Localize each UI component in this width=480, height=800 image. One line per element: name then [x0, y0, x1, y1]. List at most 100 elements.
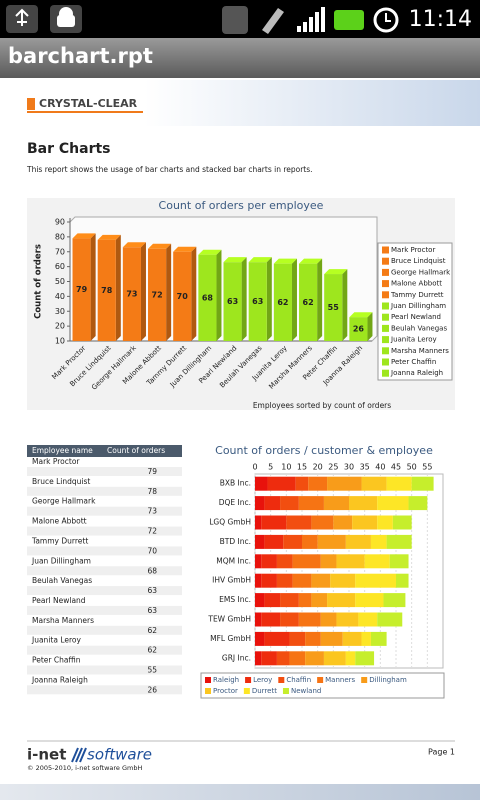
x-tick-label: 5	[268, 463, 273, 472]
x-tick-label: 25	[328, 463, 338, 472]
bar-top	[173, 246, 197, 252]
value-label: 70	[177, 292, 189, 301]
bar-segment	[411, 476, 434, 491]
legend-label: Beulah Vanegas	[391, 324, 447, 332]
legend-swatch	[382, 246, 389, 254]
bar-segment	[355, 593, 384, 608]
x-tick-label: 50	[407, 463, 417, 472]
bar-segment	[276, 651, 290, 666]
legend-swatch	[243, 688, 250, 694]
bar-segment	[264, 534, 284, 549]
y-tick-label: 80	[55, 232, 65, 241]
bar-segment	[280, 496, 299, 511]
legend-label: Durrett	[252, 687, 277, 695]
bar-top	[273, 258, 297, 264]
value-label: 73	[126, 290, 137, 299]
legend-swatch	[317, 677, 324, 683]
cell-count: 68	[147, 566, 157, 575]
bar-segment	[286, 515, 312, 530]
bar-segment	[389, 554, 409, 569]
y-tick-label: 90	[55, 218, 65, 227]
bar-segment	[261, 515, 287, 530]
value-label: 63	[252, 297, 263, 306]
legend-label: George Hallmark	[391, 268, 451, 276]
bar-segment	[261, 651, 277, 666]
bar-segment	[355, 651, 375, 666]
bar	[223, 262, 242, 341]
row-band	[27, 605, 182, 615]
cell-name: Beulah Vanegas	[32, 576, 92, 585]
bar	[72, 238, 91, 341]
bar-segment	[264, 631, 290, 646]
bar-side	[266, 257, 272, 341]
bar-segment	[276, 573, 293, 588]
x-tick-label: 0	[252, 463, 257, 472]
legend-label: Raleigh	[213, 676, 239, 684]
bar-segment	[392, 515, 412, 530]
page-number: Page 1	[428, 748, 455, 757]
row-band	[27, 526, 182, 536]
bar-segment	[308, 476, 328, 491]
y-tick-label: 10	[55, 337, 65, 346]
copyright: © 2005-2010, i-net software GmbH	[27, 764, 142, 772]
legend-label: Juan Dillingham	[390, 302, 446, 310]
bar-top	[248, 257, 272, 263]
legend-swatch	[382, 324, 389, 332]
bar-segment	[298, 593, 312, 608]
bar-segment	[361, 476, 387, 491]
bar	[122, 247, 141, 341]
cell-name: Malone Abbott	[32, 517, 87, 526]
bar-segment	[377, 612, 403, 627]
bar-segment	[342, 631, 362, 646]
bar-segment	[320, 631, 343, 646]
status-time: 11:14	[409, 7, 472, 32]
report-header-band	[0, 80, 480, 126]
bar-segment	[255, 651, 262, 666]
legend-label: Newland	[291, 687, 321, 695]
legend-box	[377, 242, 453, 381]
bar-side	[140, 242, 146, 341]
bar-segment	[408, 496, 428, 511]
legend-label: Tammy Durrett	[390, 291, 444, 299]
bar-segment	[377, 496, 409, 511]
row-band	[27, 486, 182, 496]
bar-segment	[261, 573, 277, 588]
bar-segment	[311, 593, 328, 608]
value-label: 62	[277, 298, 288, 307]
report-title: Bar Charts	[27, 141, 111, 157]
row-band	[27, 685, 182, 695]
bar-segment	[255, 612, 262, 627]
bar-side	[191, 246, 197, 341]
bar-segment	[276, 554, 293, 569]
bar-top	[122, 242, 146, 248]
legend-label: Dillingham	[369, 676, 407, 684]
bar-side	[342, 269, 348, 341]
bar-segment	[283, 534, 302, 549]
bar-segment	[386, 476, 412, 491]
cell-count: 79	[147, 467, 157, 476]
row-band	[27, 645, 182, 655]
bar-segment	[255, 515, 262, 530]
bar	[273, 263, 292, 341]
status-icons	[6, 5, 399, 34]
cell-name: Joanna Raleigh	[31, 675, 88, 684]
bar	[198, 254, 217, 341]
bar-top	[198, 249, 222, 255]
y-tick-label: EMS Inc.	[219, 595, 251, 604]
row-band	[27, 546, 182, 556]
legend-label: Malone Abbott	[391, 280, 442, 288]
legend-swatch	[278, 677, 285, 683]
bar-segment	[280, 612, 299, 627]
x-tick-label: 40	[375, 463, 385, 472]
bar-segment	[323, 496, 349, 511]
y-tick-label: MFL GmbH	[210, 634, 251, 643]
bar-segment	[358, 612, 378, 627]
legend-label: Joanna Raleigh	[390, 369, 443, 377]
y-tick-label: LGQ GmbH	[209, 518, 251, 527]
y-tick-label: BTD Inc.	[220, 537, 251, 546]
legend-swatch	[382, 268, 389, 276]
bar	[349, 317, 368, 341]
legend-label: Peter Chaffin	[391, 358, 436, 366]
legend-swatch	[245, 677, 252, 683]
